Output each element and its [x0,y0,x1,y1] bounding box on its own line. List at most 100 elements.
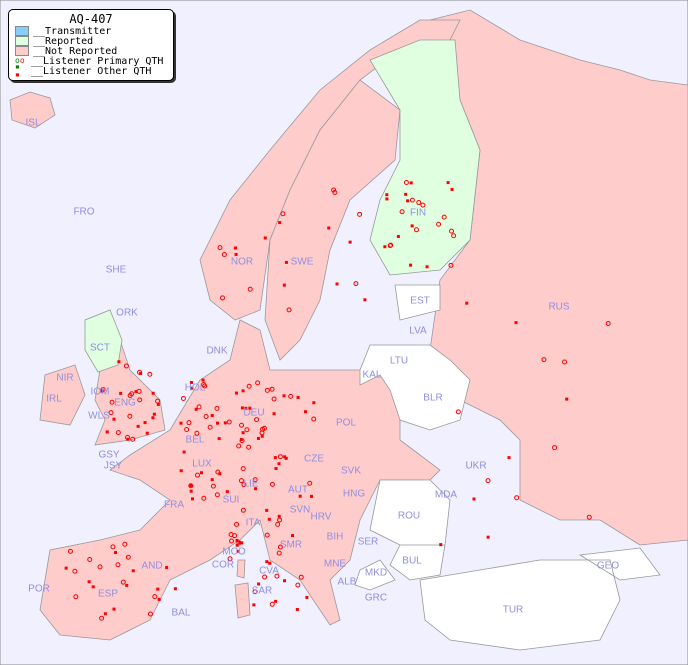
country-label-rou: ROU [397,510,421,522]
listener-marker [312,401,316,405]
listener-marker [348,240,352,244]
listener-marker [562,359,568,365]
country-label-sct: SCT [90,342,110,354]
listener-marker [122,541,128,547]
country-label-she: SHE [105,264,127,276]
listener-marker [246,383,252,389]
listener-marker [136,424,140,428]
listener-marker [409,263,413,267]
country-isl[interactable] [9,91,56,129]
listener-marker [214,405,220,411]
listener-marker [97,564,103,570]
listener-marker [244,406,248,410]
country-label-bal: BAL [171,607,191,619]
listener-marker [151,416,155,420]
listener-marker [191,497,195,501]
country-label-lux: LUX [192,458,212,470]
listener-marker [189,483,193,487]
listener-marker [275,521,281,527]
country-label-mkd: MKD [364,567,388,579]
country-label-svk: SVK [340,465,362,477]
country-label-nor: NOR [230,256,254,268]
listener-marker [241,389,245,393]
country-fin[interactable] [369,39,481,276]
listener-marker [396,235,400,239]
country-label-sui: SUI [222,494,240,506]
listener-marker [254,487,258,491]
listener-marker [234,252,238,256]
country-label-ltu: LTU [389,355,409,367]
listener-marker [357,211,363,217]
country-label-cor: COR [211,559,235,571]
legend-primary-qth: oo __Listener Primary QTH [9,56,173,67]
country-irl[interactable] [39,364,86,426]
listener-marker [239,422,245,428]
listener-marker [223,421,227,425]
listener-marker [296,395,300,399]
country-label-svn: SVN [289,504,311,516]
country-label-smr: SMR [279,539,303,551]
listener-marker [201,381,207,387]
listener-marker [240,507,246,513]
listener-marker [147,611,153,617]
listener-marker [277,517,283,523]
listener-marker [286,307,292,313]
country-label-pol: POL [335,417,357,429]
listener-marker [514,495,520,501]
listener-marker [241,431,245,435]
listener-marker [236,549,240,553]
country-label-kal: KAL [362,369,382,381]
country-label-irl: IRL [46,393,62,405]
listener-marker [507,456,511,460]
listener-marker [229,538,235,544]
listener-marker [385,193,389,197]
listener-marker [264,387,270,393]
listener-marker [332,190,338,196]
country-label-fin: FIN [409,207,427,219]
country-label-ser: SER [357,536,379,548]
listener-marker [262,574,268,580]
country-label-lie: LIE [243,478,259,490]
listener-marker [156,587,160,591]
listener-marker [210,414,214,418]
swatch-reported [15,36,29,46]
listener-marker [265,560,269,564]
listener-marker [252,477,258,483]
listener-marker [449,228,455,234]
listener-marker [173,587,177,591]
listener-marker [335,282,339,286]
listener-marker [291,534,295,538]
listener-marker [155,398,161,404]
country-label-swe: SWE [290,256,314,268]
listener-marker [586,514,592,520]
listener-marker [103,612,107,616]
listener-marker [283,455,287,459]
listener-marker [247,286,253,292]
listener-marker [225,490,229,494]
country-label-deu: DEU [243,407,265,419]
listener-marker [269,386,275,392]
listener-marker [406,199,410,203]
country-sar[interactable] [234,582,251,619]
country-white-east[interactable] [354,284,661,651]
listener-marker [277,514,281,518]
country-label-cva: CVA [259,565,279,577]
listener-marker [256,436,260,440]
listener-marker [195,472,201,478]
listener-marker [234,521,240,527]
listener-marker [288,393,294,399]
country-label-hrv: HRV [310,511,332,523]
listener-marker [239,437,243,441]
country-sct[interactable] [84,309,123,373]
listener-marker [194,407,198,411]
legend-label: __Listener Other QTH [31,65,152,77]
country-swe[interactable] [264,79,401,361]
listener-markers [64,179,611,621]
country-cor[interactable] [236,559,246,579]
listener-marker [214,492,220,498]
listener-marker [216,421,220,425]
listener-marker [439,543,443,547]
listener-marker [485,478,491,484]
